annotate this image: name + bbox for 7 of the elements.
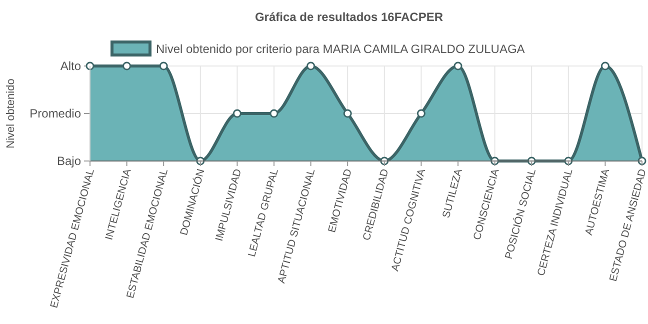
ref-line-label: Bajo bbox=[56, 154, 82, 168]
ref-line-label: Alto bbox=[60, 59, 82, 73]
legend-label: Nivel obtenido por criterio para MARIA CAMILA GIRALDO ZULUAGA bbox=[156, 42, 525, 56]
y-axis-title: Nivel obtenido bbox=[5, 78, 17, 148]
chart-title: Gráfica de resultados 16FACPER bbox=[254, 10, 444, 24]
ref-line-label: Promedio bbox=[30, 106, 82, 120]
x-tick-label: LEALTAD GRUPAL bbox=[246, 168, 281, 258]
